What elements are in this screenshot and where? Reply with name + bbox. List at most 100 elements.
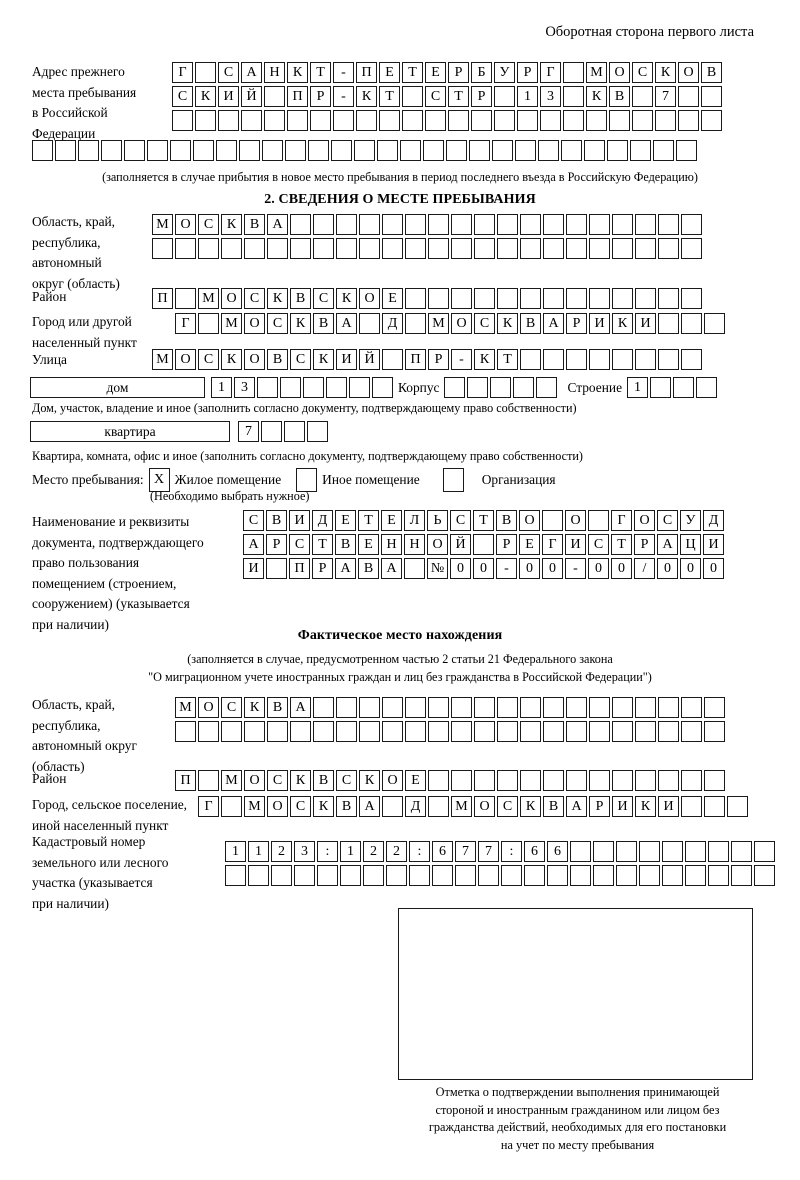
doc-row-1-cell-1[interactable]: С: [243, 510, 264, 531]
prev-address-row-2-cell-7[interactable]: Р: [310, 86, 331, 107]
doc-row-2-cell-9[interactable]: О: [427, 534, 448, 555]
prev-address-row-4-cells-cell-29[interactable]: [676, 140, 697, 161]
cad-row-2-cell-17[interactable]: [593, 865, 614, 886]
al-region-row-2-cell-16[interactable]: [520, 721, 541, 742]
al-district-row-cell-1[interactable]: П: [175, 770, 196, 791]
prev-address-row-4-cells-cell-14[interactable]: [331, 140, 352, 161]
al-region-row-2-cell-12[interactable]: [428, 721, 449, 742]
prev-address-row-1-cell-12[interactable]: Е: [425, 62, 446, 83]
al-district-row-cell-3[interactable]: М: [221, 770, 242, 791]
prev-address-row-1-cell-16[interactable]: Р: [517, 62, 538, 83]
cad-row-1-cell-2[interactable]: 1: [248, 841, 269, 862]
prev-address-row-1-cell-24[interactable]: В: [701, 62, 722, 83]
s2-city-row-cell-22[interactable]: [658, 313, 679, 334]
prev-address-row-1-cell-10[interactable]: Е: [379, 62, 400, 83]
s2-district-row-cell-12[interactable]: [405, 288, 426, 309]
prev-address-row-1-cell-13[interactable]: Р: [448, 62, 469, 83]
s2-city-row-cell-16[interactable]: В: [520, 313, 541, 334]
prev-address-row-3-cell-9[interactable]: [356, 110, 377, 131]
cad-row-2-cell-5[interactable]: [317, 865, 338, 886]
house-cells-cell-5[interactable]: [303, 377, 324, 398]
doc-row-2-cell-7[interactable]: Н: [381, 534, 402, 555]
s2-city-row-cell-1[interactable]: Г: [175, 313, 196, 334]
s2-region-row-1-cell-19[interactable]: [566, 214, 587, 235]
al-region-row-2-cell-1[interactable]: [175, 721, 196, 742]
al-district-row-cell-9[interactable]: К: [359, 770, 380, 791]
s2-region-row-2-cell-20[interactable]: [589, 238, 610, 259]
s2-region-row-1-cell-1[interactable]: М: [152, 214, 173, 235]
al-city-row-cell-3[interactable]: М: [244, 796, 265, 817]
al-region-row-1-cell-4[interactable]: К: [244, 697, 265, 718]
cad-row-2-cell-18[interactable]: [616, 865, 637, 886]
stroenie-cells-cell-4[interactable]: [696, 377, 718, 398]
doc-row-1-cell-2[interactable]: В: [266, 510, 287, 531]
prev-address-row-3-cell-15[interactable]: [494, 110, 515, 131]
prev-address-row-3-cell-20[interactable]: [609, 110, 630, 131]
al-region-row-2-cell-20[interactable]: [612, 721, 633, 742]
doc-row-2-cell-2[interactable]: Р: [266, 534, 287, 555]
prev-address-row-2-cell-10[interactable]: Т: [379, 86, 400, 107]
al-region-row-1-cell-1[interactable]: М: [175, 697, 196, 718]
s2-city-row-cell-3[interactable]: М: [221, 313, 242, 334]
prev-address-row-2-cell-3[interactable]: И: [218, 86, 239, 107]
prev-address-row-2-cell-1[interactable]: С: [172, 86, 193, 107]
prev-address-row-4-cells-cell-25[interactable]: [584, 140, 605, 161]
prev-address-row-2-cell-14[interactable]: Р: [471, 86, 492, 107]
prev-address-row-1-cell-19[interactable]: М: [586, 62, 607, 83]
s2-district-row-cell-17[interactable]: [520, 288, 541, 309]
s2-region-row-2-cell-17[interactable]: [520, 238, 541, 259]
s2-region-row-1-cell-2[interactable]: О: [175, 214, 196, 235]
cad-row-1-cell-8[interactable]: 2: [386, 841, 407, 862]
s2-district-row-cell-10[interactable]: О: [359, 288, 380, 309]
s2-region-row-2-cell-1[interactable]: [152, 238, 173, 259]
checkbox-inoe[interactable]: [296, 468, 318, 492]
doc-row-3-cell-14[interactable]: 0: [542, 558, 563, 579]
doc-row-1-cell-5[interactable]: Е: [335, 510, 356, 531]
s2-region-row-2-cell-9[interactable]: [336, 238, 357, 259]
s2-region-row-1-cell-15[interactable]: [474, 214, 495, 235]
cad-row-1-cell-21[interactable]: [685, 841, 706, 862]
prev-address-row-3-cell-18[interactable]: [563, 110, 584, 131]
s2-region-row-1-cell-6[interactable]: А: [267, 214, 288, 235]
s2-street-row-cell-15[interactable]: К: [474, 349, 495, 370]
prev-address-row-3-cell-4[interactable]: [241, 110, 262, 131]
prev-address-row-1-cell-21[interactable]: С: [632, 62, 653, 83]
cad-row-2-cell-1[interactable]: [225, 865, 246, 886]
al-district-row-cell-15[interactable]: [497, 770, 518, 791]
doc-row-3-cell-8[interactable]: [404, 558, 425, 579]
prev-address-row-1-cell-11[interactable]: Т: [402, 62, 423, 83]
doc-row-2-cell-16[interactable]: С: [588, 534, 609, 555]
checkbox-zhiloe[interactable]: X: [148, 468, 170, 492]
doc-row-2-cell-5[interactable]: В: [335, 534, 356, 555]
s2-street-row-cell-16[interactable]: Т: [497, 349, 518, 370]
s2-region-row-2-cell-10[interactable]: [359, 238, 380, 259]
s2-city-row-cell-24[interactable]: [704, 313, 725, 334]
prev-address-row-1-cell-7[interactable]: Т: [310, 62, 331, 83]
prev-address-row-4-cells-cell-23[interactable]: [538, 140, 559, 161]
prev-address-row-4-cells-cell-1[interactable]: [32, 140, 53, 161]
al-district-row-cell-10[interactable]: О: [382, 770, 403, 791]
stroenie-cells-cell-3[interactable]: [673, 377, 695, 398]
cad-row-1-cell-20[interactable]: [662, 841, 683, 862]
doc-row-2-cell-12[interactable]: Р: [496, 534, 517, 555]
al-city-row-cell-21[interactable]: И: [658, 796, 679, 817]
prev-address-row-4-cells-cell-4[interactable]: [101, 140, 122, 161]
doc-row-2-cell-6[interactable]: Е: [358, 534, 379, 555]
al-region-row-1-cell-3[interactable]: С: [221, 697, 242, 718]
prev-address-row-2-cell-6[interactable]: П: [287, 86, 308, 107]
prev-address-row-1-cell-3[interactable]: С: [218, 62, 239, 83]
prev-address-row-4-cells-cell-11[interactable]: [262, 140, 283, 161]
al-district-row-cell-12[interactable]: [428, 770, 449, 791]
prev-address-row-3-cell-11[interactable]: [402, 110, 423, 131]
prev-address-row-4-cells-cell-24[interactable]: [561, 140, 582, 161]
prev-address-row-1-cell-6[interactable]: К: [287, 62, 308, 83]
al-region-row-1-cell-23[interactable]: [681, 697, 702, 718]
cad-row-1-cell-18[interactable]: [616, 841, 637, 862]
prev-address-row-2-cell-9[interactable]: К: [356, 86, 377, 107]
prev-address-row-1-cell-17[interactable]: Г: [540, 62, 561, 83]
doc-row-1-cell-6[interactable]: Т: [358, 510, 379, 531]
al-region-row-1-cell-13[interactable]: [451, 697, 472, 718]
al-region-row-2-cell-24[interactable]: [704, 721, 725, 742]
korpus-cells-cell-3[interactable]: [490, 377, 512, 398]
al-city-row-cell-15[interactable]: К: [520, 796, 541, 817]
